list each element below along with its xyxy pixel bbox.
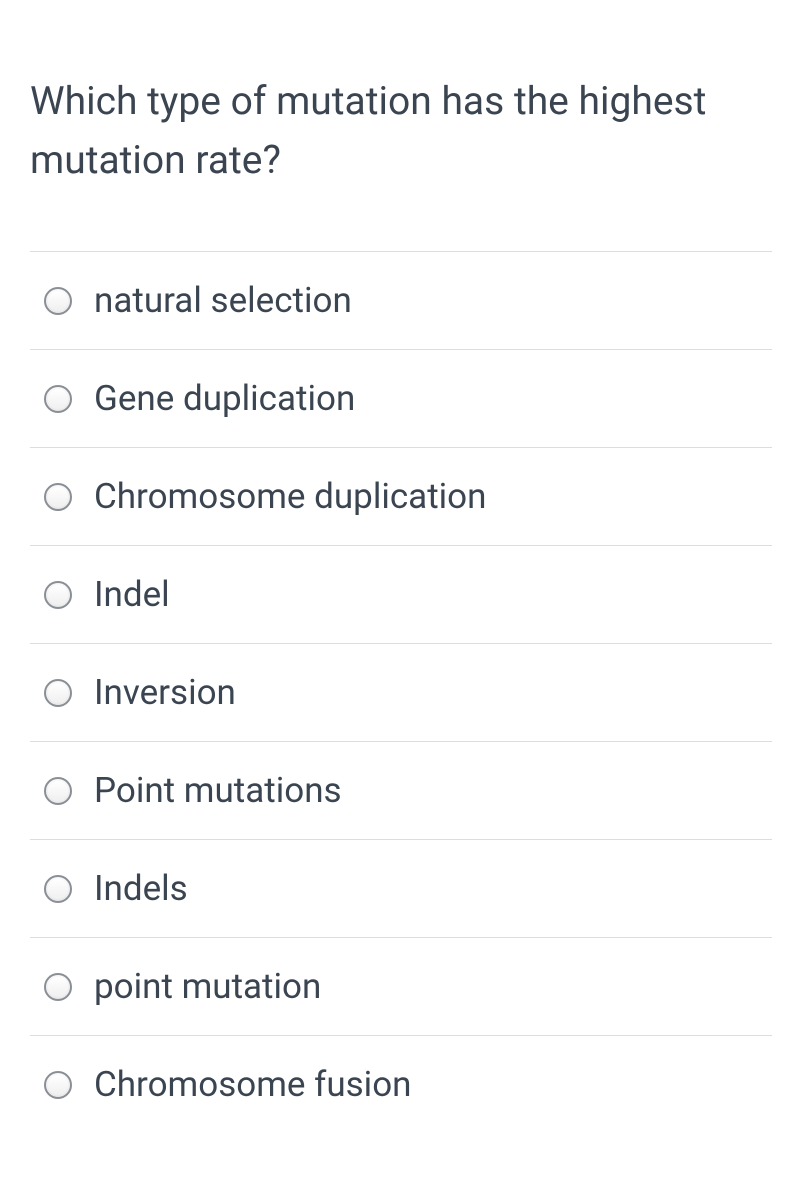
answer-option[interactable]: natural selection <box>30 251 772 349</box>
radio-icon <box>44 287 72 315</box>
answer-label: Point mutations <box>94 770 342 811</box>
answer-label: Indel <box>94 574 170 615</box>
answer-label: Inversion <box>94 672 236 713</box>
radio-icon <box>44 777 72 805</box>
answer-option[interactable]: point mutation <box>30 937 772 1035</box>
answer-label: Chromosome duplication <box>94 476 486 517</box>
answer-option[interactable]: Gene duplication <box>30 349 772 447</box>
answer-option[interactable]: Indels <box>30 839 772 937</box>
radio-icon <box>44 875 72 903</box>
answer-label: Indels <box>94 868 188 909</box>
answer-option[interactable]: Chromosome duplication <box>30 447 772 545</box>
radio-icon <box>44 973 72 1001</box>
answer-option[interactable]: Chromosome fusion <box>30 1035 772 1133</box>
question-text: Which type of mutation has the highest m… <box>30 72 772 189</box>
radio-icon <box>44 679 72 707</box>
radio-icon <box>44 385 72 413</box>
radio-icon <box>44 1071 72 1099</box>
answer-option[interactable]: Indel <box>30 545 772 643</box>
answer-label: point mutation <box>94 966 321 1007</box>
answer-list: natural selection Gene duplication Chrom… <box>30 251 772 1133</box>
answer-label: natural selection <box>94 280 352 321</box>
radio-icon <box>44 483 72 511</box>
answer-label: Chromosome fusion <box>94 1064 411 1105</box>
question-container: Which type of mutation has the highest m… <box>0 0 802 1133</box>
answer-option[interactable]: Inversion <box>30 643 772 741</box>
answer-option[interactable]: Point mutations <box>30 741 772 839</box>
answer-label: Gene duplication <box>94 378 355 419</box>
radio-icon <box>44 581 72 609</box>
